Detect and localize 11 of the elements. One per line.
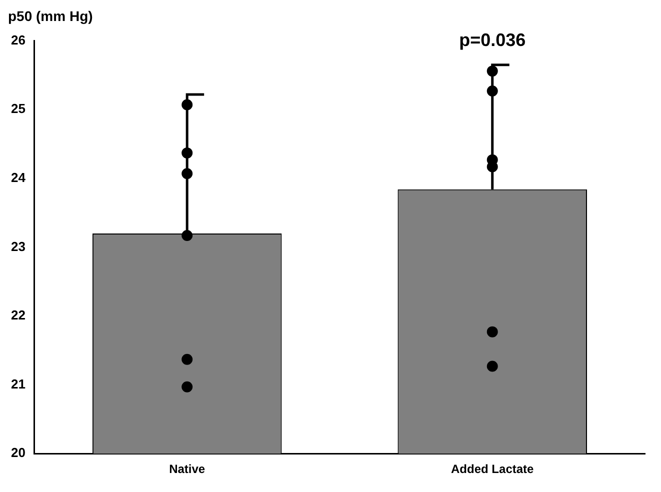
y-axis-title: p50 (mm Hg) [8, 8, 94, 26]
y-tick-label: 26 [10, 32, 26, 48]
y-tick-label: 21 [10, 376, 26, 392]
x-tick-label: Added Lactate [451, 462, 534, 476]
y-tick-label: 25 [10, 101, 26, 116]
y-tick-label: 23 [10, 238, 26, 254]
x-tick-label: Native [169, 462, 206, 476]
y-tick-label: 24 [10, 170, 26, 185]
y-tick-label: 22 [10, 308, 26, 323]
annotation: p=0.036 [459, 30, 526, 50]
y-tick-label: 20 [10, 445, 26, 460]
